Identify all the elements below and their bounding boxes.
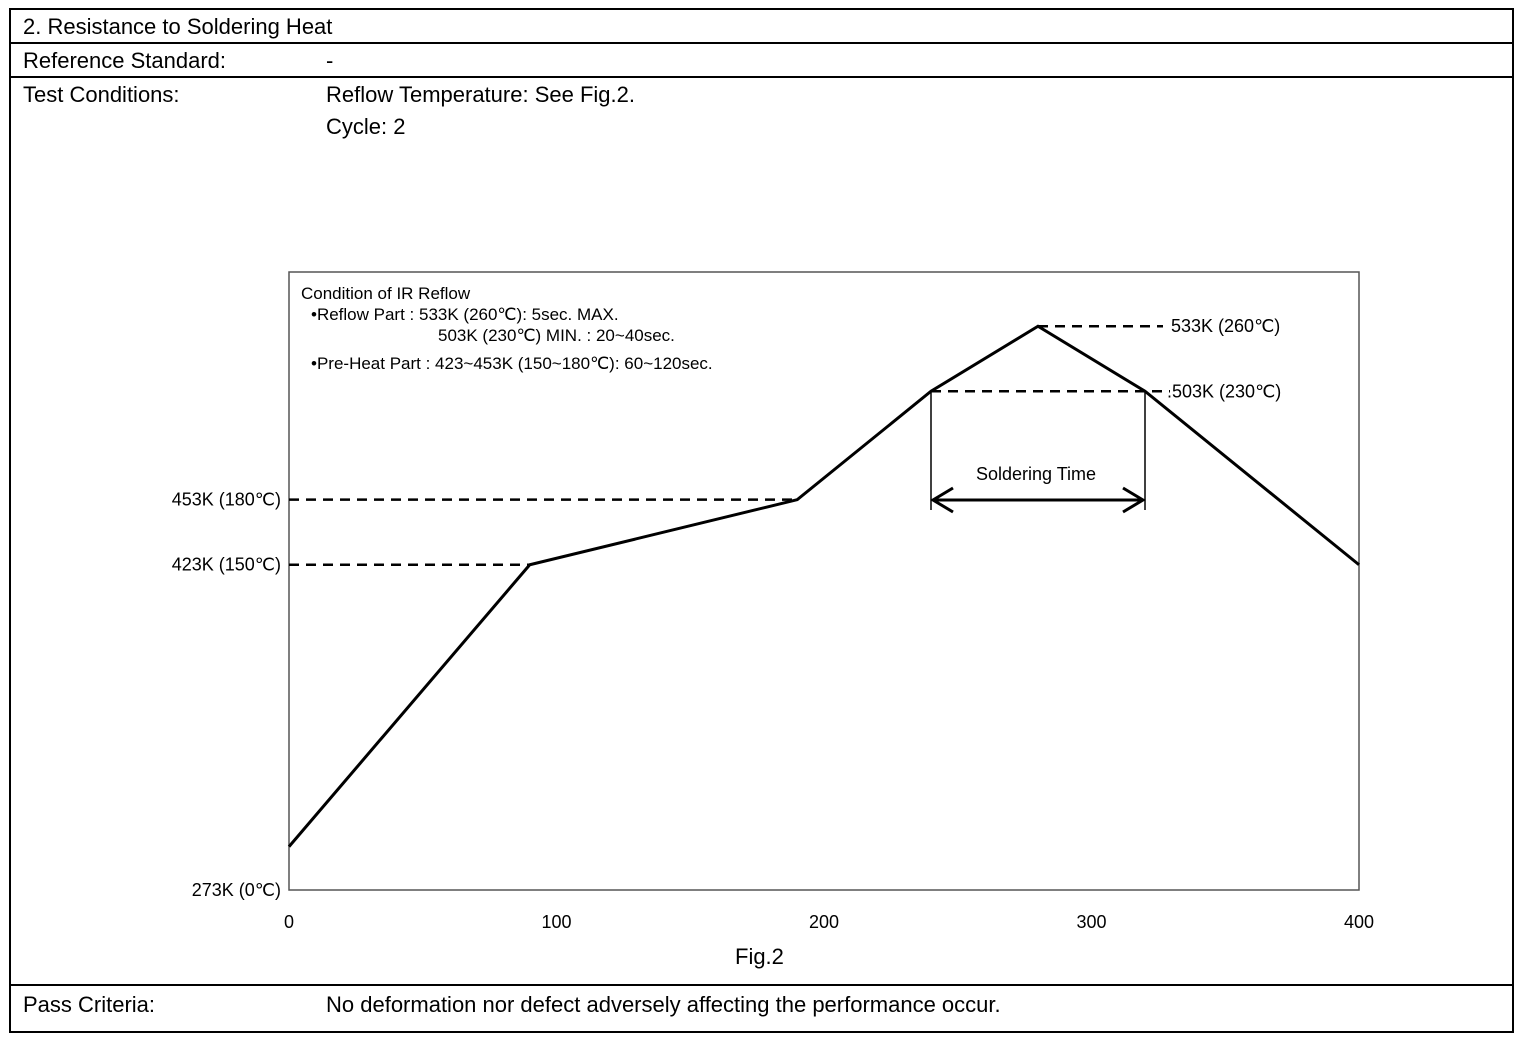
test-conditions-label: Test Conditions: (23, 82, 180, 107)
figure-caption: Fig.2 (735, 944, 784, 969)
annotation-line: •Pre-Heat Part : 423~453K (150~180℃): 60… (311, 354, 713, 373)
x-axis: 0 100 200 300 400 (284, 912, 1374, 932)
section-title-row: 2. Resistance to Soldering Heat (11, 10, 1512, 44)
reflow-profile-chart: 0 100 200 300 400 273K (0℃) 423K (150℃) 453K (… (172, 271, 1374, 932)
x-tick-label: 400 (1344, 912, 1374, 932)
test-conditions-row: Test Conditions: Reflow Temperature: See… (11, 78, 1512, 986)
test-spec-table: 2. Resistance to Soldering Heat Referenc… (9, 8, 1514, 1033)
span-arrow-head-right (1122, 486, 1146, 514)
pass-criteria-value: No deformation nor defect adversely affe… (326, 992, 1001, 1017)
pass-criteria-label: Pass Criteria: (23, 992, 156, 1017)
y-tick-label: 423K (150℃) (172, 555, 281, 575)
profile-series (287, 324, 1360, 848)
temperature-profile-line (287, 324, 1360, 848)
x-tick-label: 100 (541, 912, 571, 932)
y-tick-label: 453K (180℃) (172, 490, 281, 510)
x-tick-label: 200 (809, 912, 839, 932)
guide-lines (289, 324, 1170, 566)
annotation-line: •Reflow Part : 533K (260℃): 5sec. MAX. (311, 305, 619, 324)
reference-label-230: .503K (230℃) (1167, 381, 1281, 401)
x-tick-label: 0 (284, 912, 294, 932)
annotation-title: Condition of IR Reflow (301, 284, 471, 303)
pass-criteria-row: Pass Criteria: No deformation nor defect… (11, 986, 1512, 1033)
annotation-line: 503K (230℃) MIN. : 20~40sec. (438, 326, 675, 345)
plot-frame (288, 271, 1360, 891)
span-label: Soldering Time (976, 464, 1096, 484)
reference-standard-label: Reference Standard: (23, 48, 227, 73)
reference-label-260: 533K (260℃) (1171, 316, 1280, 336)
test-condition-line: Reflow Temperature: See Fig.2. (326, 82, 635, 107)
y-tick-label: 273K (0℃) (192, 880, 281, 900)
test-condition-line: Cycle: 2 (326, 114, 406, 139)
x-tick-label: 300 (1076, 912, 1106, 932)
reference-standard-row: Reference Standard: - (11, 44, 1512, 78)
span-arrow-head-left (930, 486, 954, 514)
reference-standard-value: - (326, 48, 334, 73)
chart-labels: 273K (0℃) 423K (150℃) 453K (180℃) 533K (260… (172, 316, 1282, 900)
section-title: 2. Resistance to Soldering Heat (23, 14, 333, 39)
